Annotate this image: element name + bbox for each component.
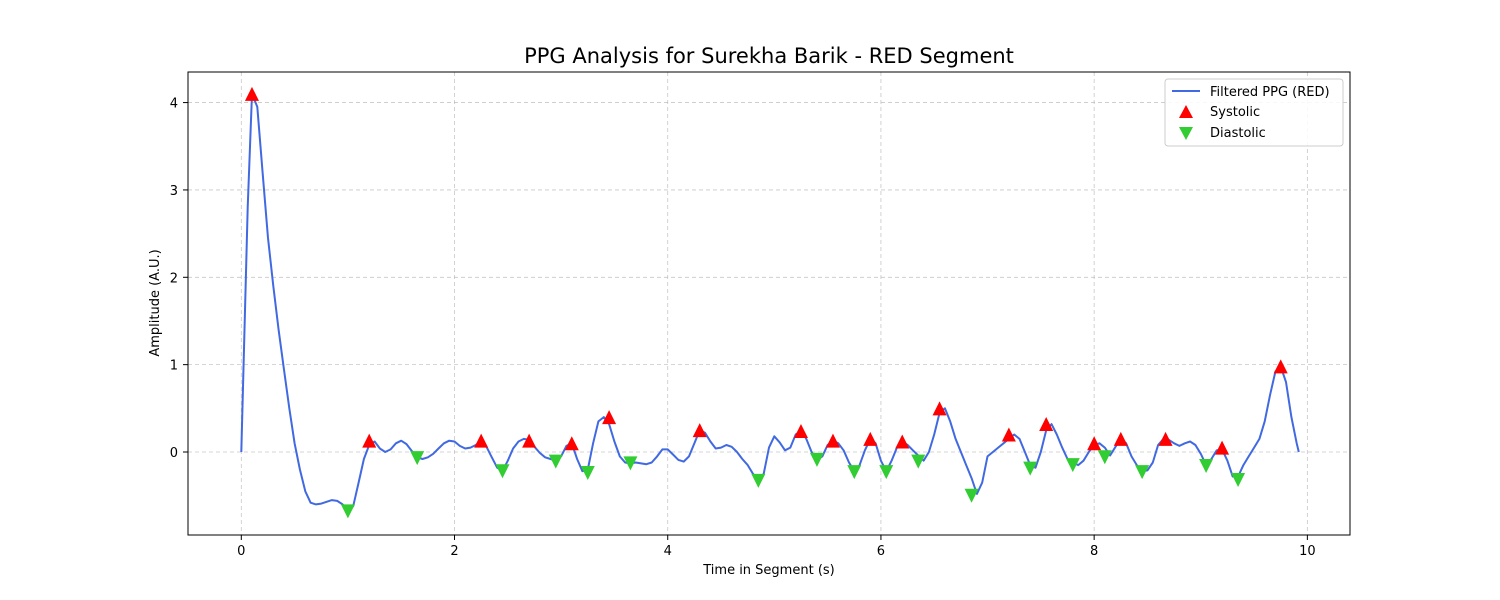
diastolic-marker: [410, 451, 425, 466]
legend-label-systolic: Systolic: [1210, 105, 1260, 120]
y-tick-label: 3: [170, 184, 178, 199]
diastolic-marker: [548, 454, 563, 469]
diastolic-marker: [1023, 461, 1038, 476]
systolic-marker: [244, 86, 259, 101]
diastolic-marker: [847, 465, 862, 480]
diastolic-marker: [751, 473, 766, 488]
diastolic-marker: [623, 456, 638, 471]
systolic-marker: [1039, 417, 1054, 432]
diastolic-marker: [580, 465, 595, 480]
diastolic-marker: [964, 488, 979, 503]
x-tick-label: 6: [877, 544, 885, 559]
plot-frame: [187, 71, 1351, 536]
x-tick-label: 2: [450, 544, 458, 559]
ppg-line: [240, 92, 1300, 511]
systolic-marker: [1215, 440, 1230, 455]
legend-label-diastolic: Diastolic: [1210, 126, 1266, 141]
systolic-marker: [1273, 359, 1288, 374]
y-tick-label: 0: [170, 446, 178, 461]
systolic-marker: [825, 433, 840, 448]
diastolic-marker: [495, 464, 510, 479]
systolic-marker: [564, 436, 579, 451]
y-axis-label: Amplitude (A.U.): [148, 249, 163, 356]
legend: Filtered PPG (RED) Systolic Diastolic: [1164, 78, 1344, 147]
diastolic-marker: [1135, 465, 1150, 480]
systolic-marker: [1087, 436, 1102, 451]
diastolic-marker: [1065, 458, 1080, 473]
legend-systolic-swatch: [1179, 105, 1193, 118]
systolic-marker: [1158, 431, 1173, 446]
diastolic-marker: [1097, 450, 1112, 465]
y-tick-label: 1: [170, 359, 178, 374]
systolic-marker: [793, 424, 808, 439]
systolic-marker: [362, 433, 377, 448]
systolic-marker: [692, 423, 707, 438]
tick-layer: 0 2 4 6 8 10 0 1 2 3 4: [170, 97, 1316, 559]
legend-box: [1164, 78, 1344, 147]
diastolic-marker: [340, 504, 355, 519]
x-tick-label: 4: [664, 544, 672, 559]
x-tick-label: 0: [237, 544, 245, 559]
y-tick-label: 4: [170, 97, 178, 112]
systolic-marker: [474, 433, 489, 448]
x-tick-label: 10: [1299, 544, 1316, 559]
systolic-marker: [1001, 427, 1016, 442]
diastolic-marker: [809, 452, 824, 467]
diastolic-marker: [1231, 472, 1246, 487]
legend-diastolic-swatch: [1179, 127, 1193, 140]
diastolic-marker: [879, 465, 894, 480]
systolic-marker: [932, 401, 947, 416]
x-axis-label: Time in Segment (s): [702, 563, 834, 578]
data-layer: [240, 86, 1300, 519]
systolic-marker: [522, 433, 537, 448]
y-tick-label: 2: [170, 271, 178, 286]
x-tick-label: 8: [1090, 544, 1098, 559]
systolic-marker: [863, 431, 878, 446]
systolic-marker: [602, 410, 617, 425]
legend-label-filtered: Filtered PPG (RED): [1210, 85, 1330, 100]
chart-title: PPG Analysis for Surekha Barik - RED Seg…: [524, 44, 1014, 68]
systolic-marker: [1113, 431, 1128, 446]
diastolic-marker: [1199, 458, 1214, 473]
diastolic-marker: [911, 454, 926, 469]
systolic-marker: [895, 434, 910, 449]
